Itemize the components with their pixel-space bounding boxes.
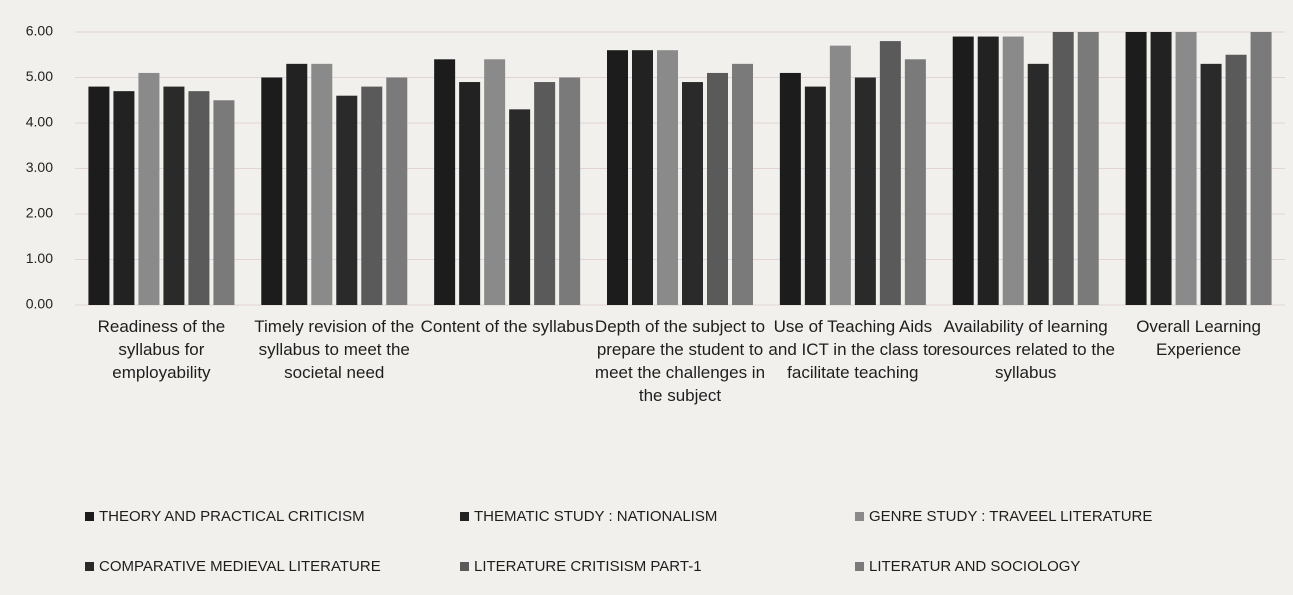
bar [682,82,703,305]
y-tick-label: 0.00 [26,296,53,312]
legend-item: THEMATIC STUDY : NATIONALISM [460,508,717,525]
bar [952,36,974,306]
bar [1175,32,1197,305]
bar [732,63,753,305]
bar [1250,32,1272,305]
bar [1027,63,1049,305]
bar [559,77,581,305]
bar [509,109,531,305]
legend-swatch [85,512,94,521]
bar [138,72,160,305]
bar [804,86,826,305]
x-tick-label: Depth of the subject to prepare the stud… [594,317,766,405]
bar [1052,32,1074,305]
bar [1150,32,1172,305]
bar [261,77,283,305]
bar [1225,54,1247,305]
bar [1200,63,1222,305]
bar [311,63,333,305]
bar [286,63,308,305]
x-tick-label: Use of Teaching Aids and ICT in the clas… [768,317,938,382]
bar [484,59,506,305]
x-tick-label: Readiness of the syllabus for employabil… [97,317,226,382]
legend-item: COMPARATIVE MEDIEVAL LITERATURE [85,558,381,575]
bar [88,86,110,305]
bar [607,50,628,306]
bar [1125,32,1147,305]
bar [459,82,481,305]
legend-label: LITERATURE CRITISISM PART-1 [474,558,702,575]
legend-swatch [460,512,469,521]
bar [386,77,408,305]
bar [1002,36,1024,306]
bar [1077,32,1099,305]
legend-swatch [855,562,864,571]
y-tick-label: 4.00 [26,114,53,130]
bar [657,50,678,306]
x-tick-label: Overall Learning Experience [1136,317,1261,359]
legend-label: THEMATIC STUDY : NATIONALISM [474,508,718,525]
y-tick-label: 5.00 [26,68,53,84]
y-tick-label: 1.00 [26,250,53,266]
bar [977,36,999,306]
legend-item: LITERATURE CRITISISM PART-1 [460,558,702,575]
bar [904,59,926,305]
legend-item: GENRE STUDY : TRAVEEL LITERATURE [855,508,1152,525]
bar [336,95,358,305]
bar [779,72,801,305]
legend-label: LITERATUR AND SOCIOLOGY [869,558,1081,575]
bar [163,86,185,305]
bar [707,72,728,305]
legend-item: THEORY AND PRACTICAL CRITICISM [85,508,365,525]
bar [113,91,135,306]
x-tick-label: Timely revision of the syllabus to meet … [254,317,415,382]
bar [188,91,210,306]
bar [361,86,383,305]
legend-swatch [855,512,864,521]
x-tick-label: Content of the syllabus [420,317,594,336]
bar [854,77,876,305]
bar [879,41,901,305]
y-tick-label: 3.00 [26,159,53,175]
y-tick-label: 6.00 [26,23,53,39]
legend-swatch [85,562,94,571]
legend-item: LITERATUR AND SOCIOLOGY [855,558,1080,575]
bar [829,45,851,306]
bar [632,50,653,306]
bar [534,82,556,305]
legend-label: GENRE STUDY : TRAVEEL LITERATURE [869,508,1153,525]
legend-swatch [460,562,469,571]
bar [434,59,456,305]
x-tick-label: Availability of learning resources relat… [936,317,1115,382]
bar [213,100,235,305]
y-tick-label: 2.00 [26,205,53,221]
legend-label: COMPARATIVE MEDIEVAL LITERATURE [99,558,381,575]
legend-label: THEORY AND PRACTICAL CRITICISM [99,508,365,525]
